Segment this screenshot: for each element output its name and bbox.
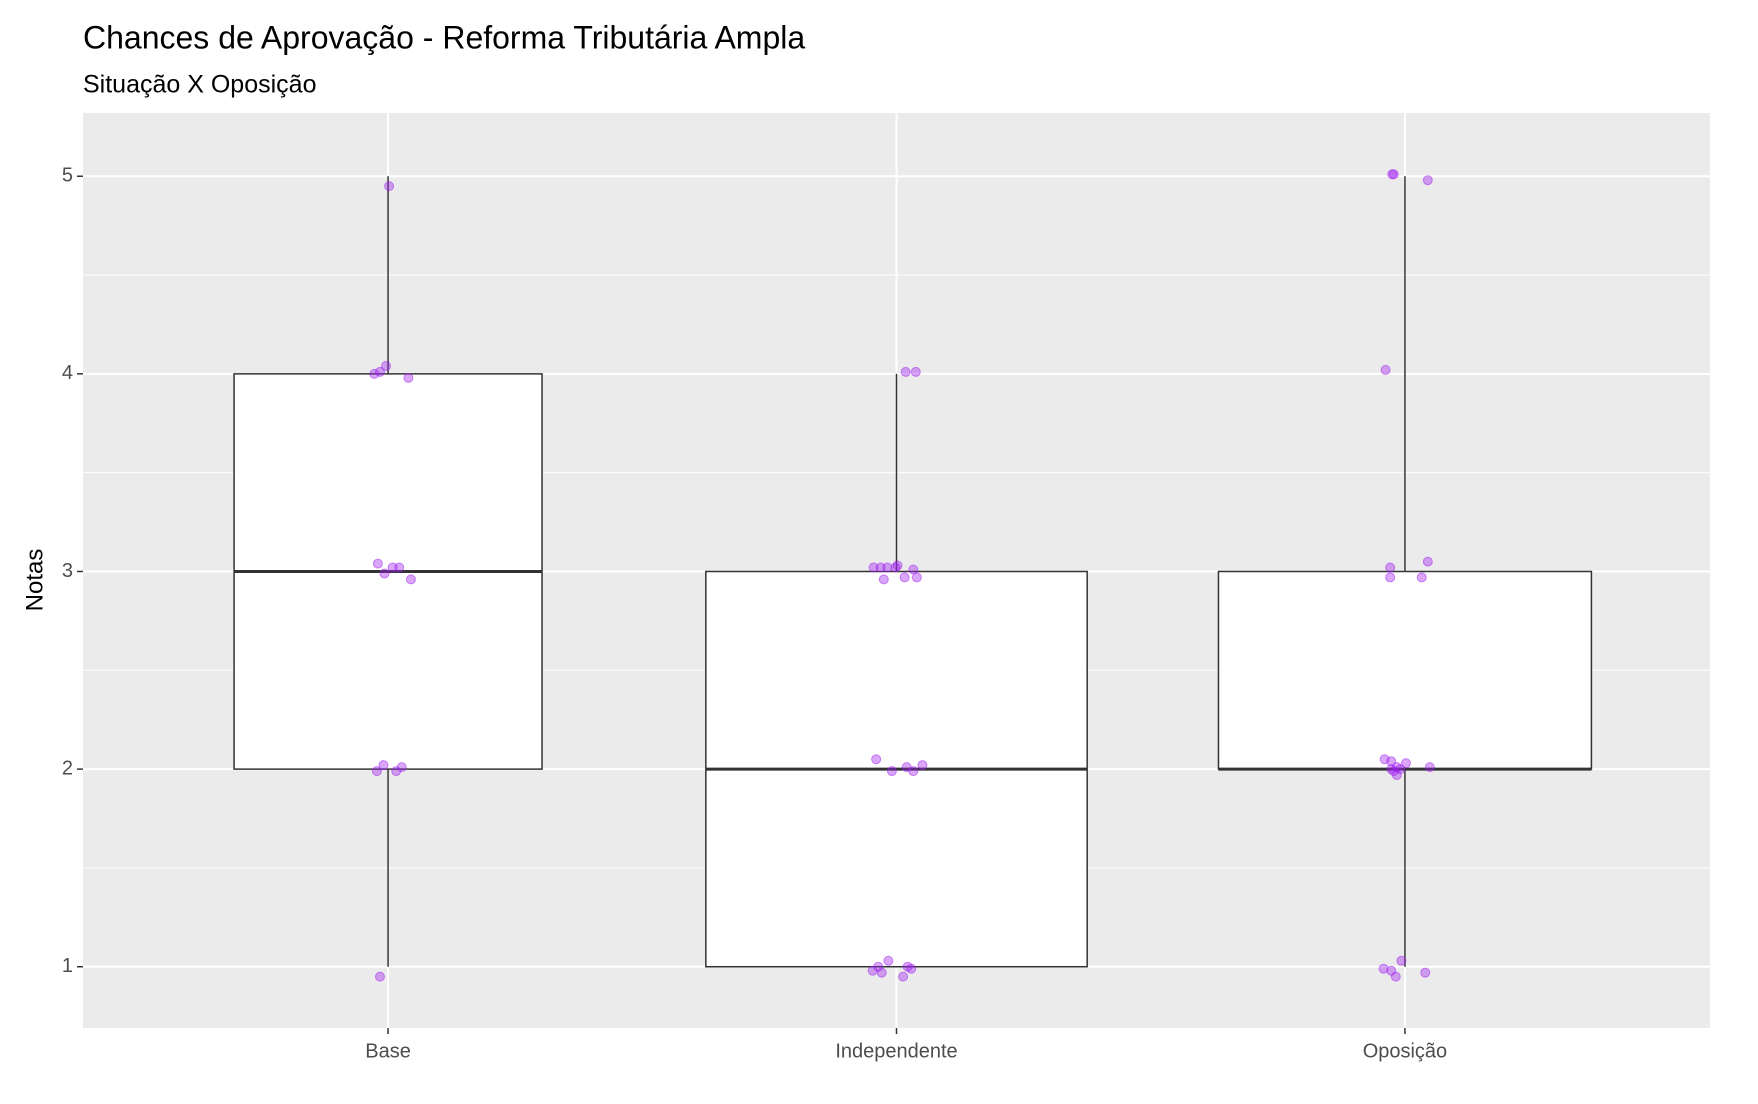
jitter-point [1390, 971, 1401, 982]
jitter-point [886, 766, 897, 777]
jitter-point [892, 560, 903, 571]
jitter-point [396, 762, 407, 773]
jitter-point [371, 766, 382, 777]
jitter-point [1385, 572, 1396, 583]
jitter-point [369, 368, 380, 379]
jitter-point [910, 366, 921, 377]
jitter-point [908, 766, 919, 777]
jitter-point [873, 961, 884, 972]
jitter-point [1396, 955, 1407, 966]
jitter-point [1422, 175, 1433, 186]
jitter-point [878, 574, 889, 585]
jitter-point [882, 562, 893, 573]
jitter-point [1380, 364, 1391, 375]
jitter-point [378, 760, 389, 771]
y-tick-label: 4 [62, 362, 73, 384]
jitter-point [1388, 169, 1399, 180]
y-tick-label: 5 [62, 165, 73, 187]
chart-subtitle: Situação X Oposição [83, 71, 316, 99]
y-axis-label: Notas [21, 549, 48, 612]
jitter-point [911, 572, 922, 583]
y-tick-label: 2 [62, 757, 73, 779]
jitter-point [384, 181, 395, 192]
jitter-point [917, 760, 928, 771]
jitter-point [883, 955, 894, 966]
chart-title: Chances de Aprovação - Reforma Tributári… [83, 19, 805, 55]
jitter-point [374, 366, 385, 377]
jitter-point [381, 360, 392, 371]
x-tick-label: Base [365, 1040, 411, 1062]
jitter-point [1395, 764, 1406, 775]
jitter-point [871, 754, 882, 765]
y-tick-label: 3 [62, 560, 73, 582]
jitter-point [403, 372, 414, 383]
jitter-point [1386, 764, 1397, 775]
jitter-point [1378, 963, 1389, 974]
jitter-point [1420, 967, 1431, 978]
jitter-point [405, 574, 416, 585]
jitter-point [1424, 762, 1435, 773]
x-tick-label: Oposição [1363, 1040, 1448, 1062]
jitter-point [372, 558, 383, 569]
jitter-point [906, 963, 917, 974]
x-tick-label: Independente [835, 1040, 957, 1062]
jitter-point [379, 568, 390, 579]
box [1217, 570, 1593, 770]
jitter-point [900, 366, 911, 377]
jitter-point [1422, 556, 1433, 567]
y-tick-label: 1 [62, 955, 73, 977]
jitter-point [868, 562, 879, 573]
jitter-point [1385, 562, 1396, 573]
jitter-point [899, 572, 910, 583]
jitter-point [394, 562, 405, 573]
jitter-point [876, 967, 887, 978]
jitter-point [1416, 572, 1427, 583]
jitter-point [898, 971, 909, 982]
jitter-point [374, 971, 385, 982]
